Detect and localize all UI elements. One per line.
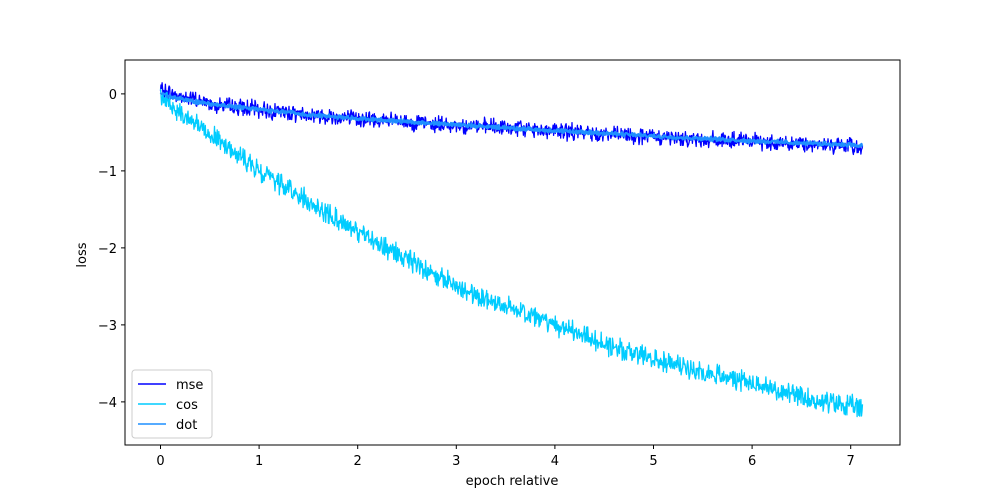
y-tick-label: −3 xyxy=(98,319,117,334)
y-tick-label: −1 xyxy=(98,165,117,180)
x-tick-label: 3 xyxy=(452,454,460,469)
x-tick-label: 6 xyxy=(748,454,756,469)
x-tick-label: 7 xyxy=(847,454,855,469)
y-axis-label: loss xyxy=(75,242,90,267)
x-axis: 0 1 2 3 4 5 6 7 xyxy=(156,445,855,469)
series-layer xyxy=(159,82,864,418)
series-line-cos xyxy=(159,88,864,418)
legend: mse cos dot xyxy=(131,369,213,439)
x-axis-label: epoch relative xyxy=(466,474,559,489)
plot-frame xyxy=(124,59,901,446)
y-tick-label: 0 xyxy=(109,88,117,103)
x-tick-label: 5 xyxy=(649,454,657,469)
legend-label-dot: dot xyxy=(176,418,197,433)
legend-label-cos: cos xyxy=(176,398,198,413)
series-line-dot xyxy=(159,92,864,149)
legend-box xyxy=(131,369,213,439)
x-tick-label: 0 xyxy=(156,454,164,469)
x-tick-label: 1 xyxy=(255,454,263,469)
legend-label-mse: mse xyxy=(176,378,203,393)
series-line-mse xyxy=(159,82,864,156)
y-axis: 0 −1 −2 −3 −4 xyxy=(98,88,125,411)
x-tick-label: 2 xyxy=(354,454,362,469)
x-tick-label: 4 xyxy=(551,454,559,469)
y-tick-label: −4 xyxy=(98,396,117,411)
y-tick-label: −2 xyxy=(98,242,117,257)
